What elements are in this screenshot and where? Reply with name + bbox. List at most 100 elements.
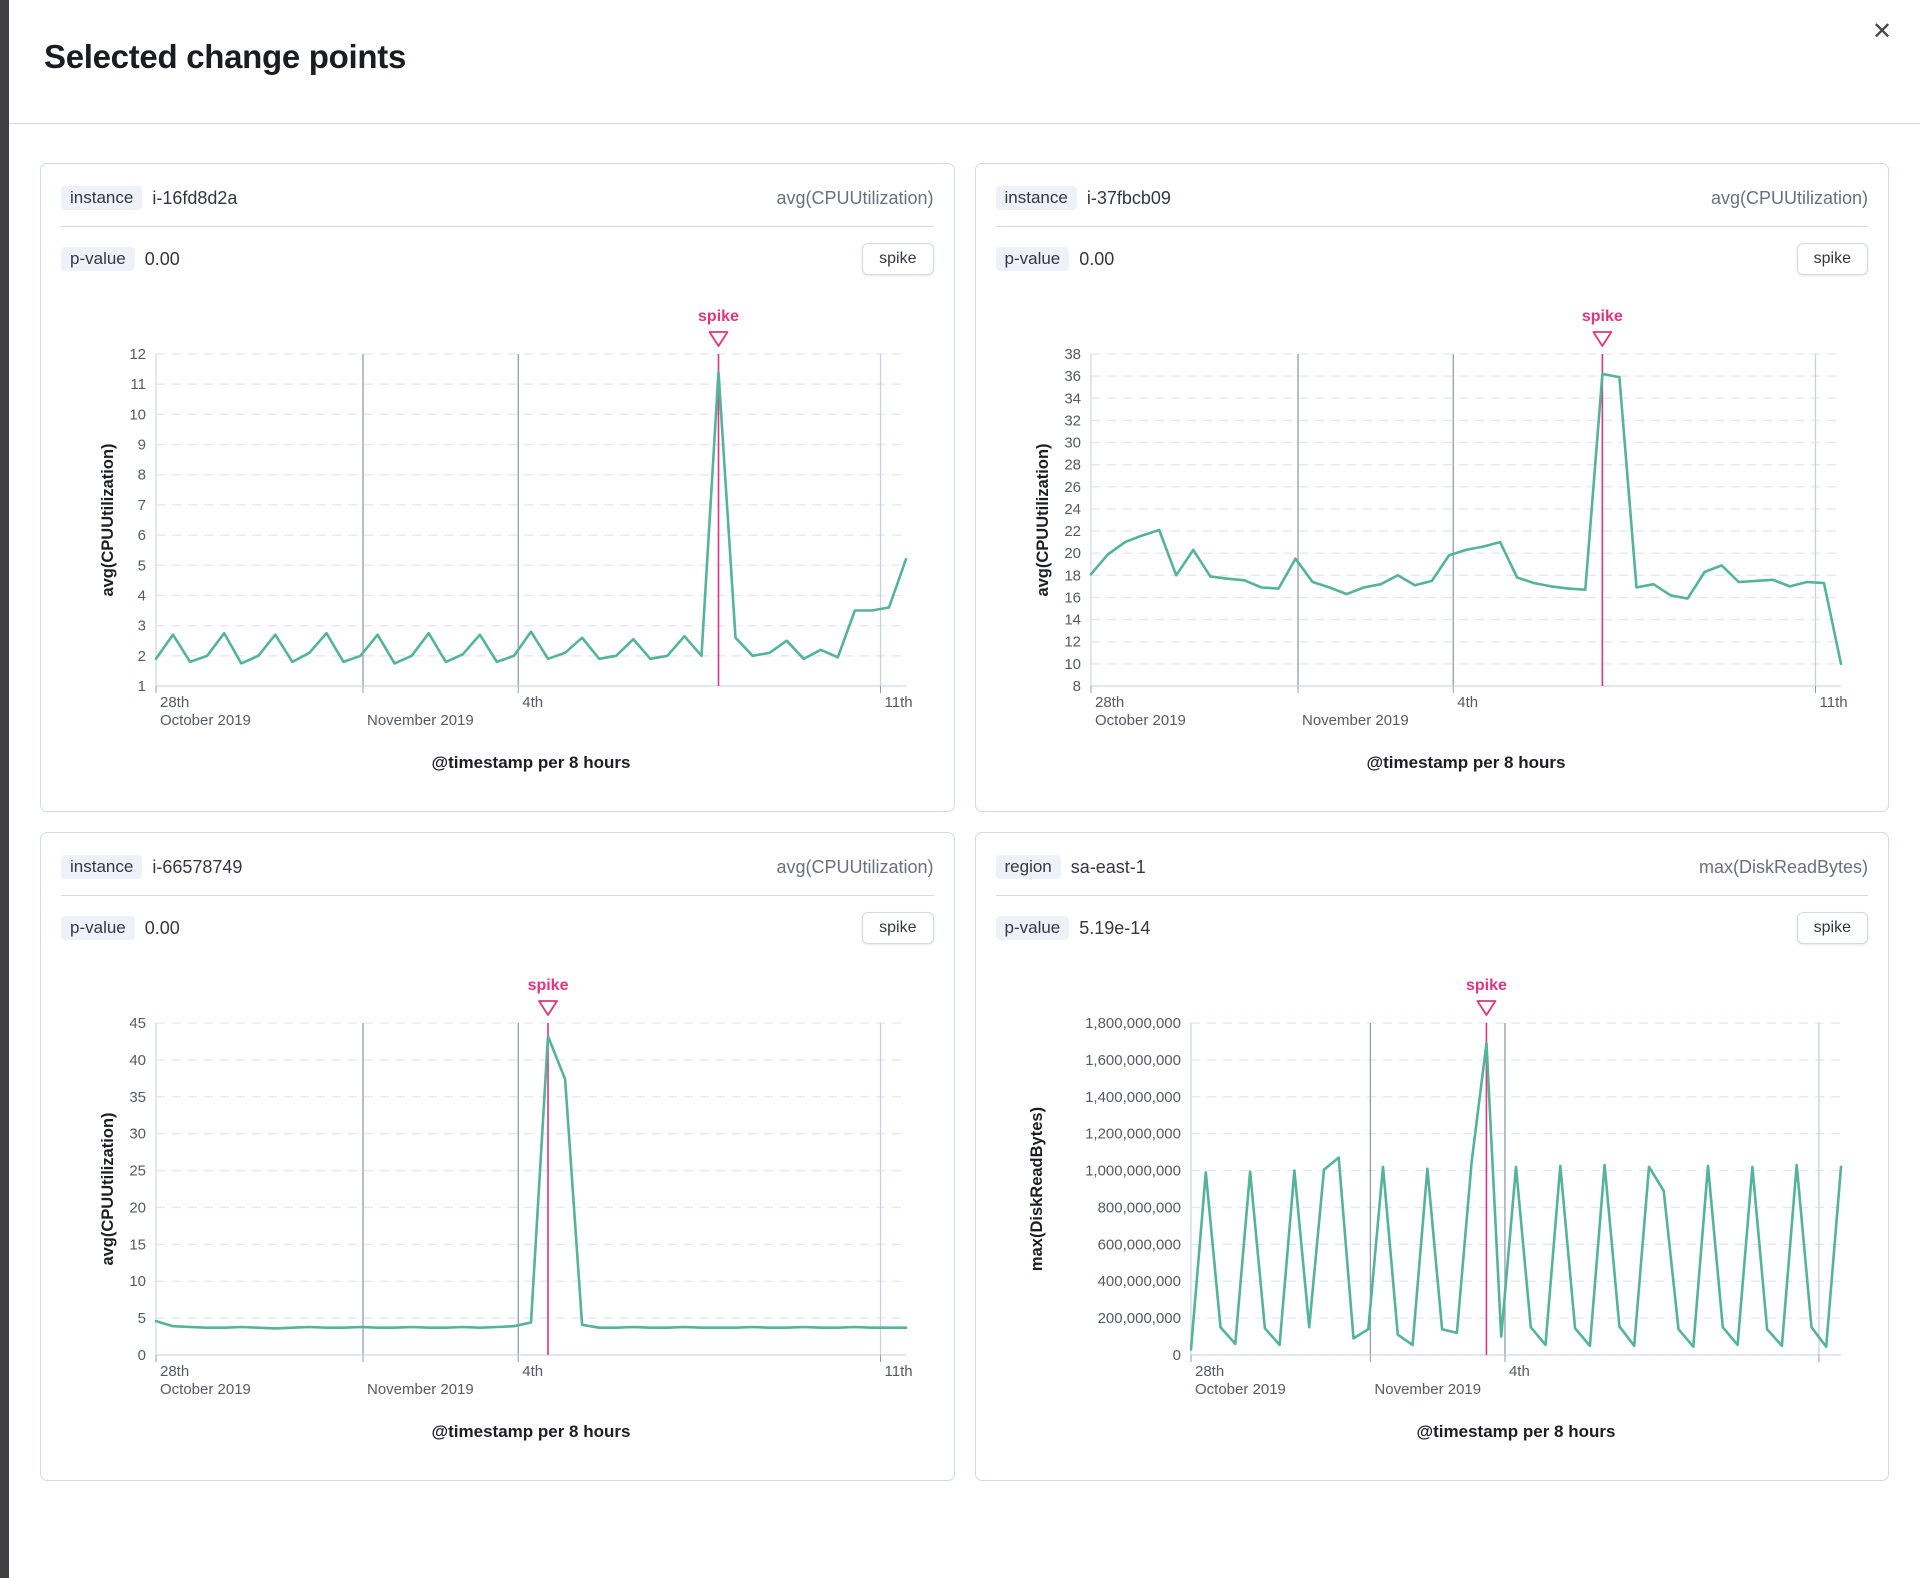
svg-text:14: 14 bbox=[1064, 612, 1081, 629]
svg-text:25: 25 bbox=[129, 1163, 146, 1180]
field-name-badge: instance bbox=[61, 186, 143, 210]
svg-text:October 2019: October 2019 bbox=[1195, 1381, 1286, 1398]
p-value-badge: p-value bbox=[61, 916, 135, 940]
svg-text:40: 40 bbox=[129, 1052, 146, 1069]
field-value: i-37fbcb09 bbox=[1086, 187, 1171, 208]
change-point-panel-3: instance i-66578749 avg(CPUUtilization) … bbox=[40, 832, 955, 1481]
svg-text:1,200,000,000: 1,200,000,000 bbox=[1085, 1126, 1181, 1143]
svg-text:2: 2 bbox=[138, 648, 146, 665]
page-title: Selected change points bbox=[44, 38, 406, 75]
svg-text:5: 5 bbox=[138, 1310, 146, 1327]
chart-canvas: 1,800,000,000 1,600,000,000 1,400,000,000 1… bbox=[996, 960, 1869, 1460]
svg-text:@timestamp per 8 hours: @timestamp per 8 hours bbox=[1416, 1422, 1615, 1441]
field-value: i-66578749 bbox=[152, 856, 243, 877]
modal-header: Selected change points ✕ bbox=[9, 0, 1920, 124]
svg-text:28th: 28th bbox=[160, 694, 189, 711]
svg-text:4th: 4th bbox=[522, 694, 543, 711]
svg-text:28th: 28th bbox=[1195, 1363, 1224, 1380]
svg-text:November 2019: November 2019 bbox=[1374, 1381, 1481, 1398]
change-point-panel-2: instance i-37fbcb09 avg(CPUUtilization) … bbox=[974, 163, 1889, 812]
field-name-badge: instance bbox=[61, 855, 143, 879]
svg-text:0: 0 bbox=[138, 1347, 146, 1364]
svg-text:spike: spike bbox=[528, 977, 569, 994]
svg-text:11th: 11th bbox=[885, 694, 913, 711]
svg-text:11th: 11th bbox=[885, 1363, 913, 1380]
svg-text:avg(CPUUtilization): avg(CPUUtilization) bbox=[1034, 443, 1052, 596]
svg-text:3: 3 bbox=[138, 618, 146, 635]
svg-text:10: 10 bbox=[1064, 656, 1081, 673]
svg-text:28th: 28th bbox=[160, 1363, 189, 1380]
background-page-edge bbox=[0, 0, 9, 1578]
chart-canvas: 12 11 10 9 8 7 6 5 4 3 2 1 28th October 2019 November … bbox=[61, 291, 934, 791]
svg-text:October 2019: October 2019 bbox=[1095, 712, 1186, 729]
svg-text:avg(CPUUtilization): avg(CPUUtilization) bbox=[99, 443, 117, 596]
svg-text:4th: 4th bbox=[1457, 694, 1478, 711]
svg-text:15: 15 bbox=[129, 1236, 146, 1253]
panel-subheader: p-value 0.00 spike bbox=[61, 241, 934, 277]
svg-text:24: 24 bbox=[1064, 501, 1081, 518]
svg-text:@timestamp per 8 hours: @timestamp per 8 hours bbox=[432, 753, 631, 772]
close-icon[interactable]: ✕ bbox=[1864, 14, 1900, 50]
svg-text:7: 7 bbox=[138, 497, 146, 514]
p-value: 0.00 bbox=[1079, 248, 1115, 269]
svg-text:200,000,000: 200,000,000 bbox=[1097, 1310, 1180, 1327]
change-point-type-button[interactable]: spike bbox=[862, 912, 934, 944]
field-name-badge: region bbox=[995, 855, 1061, 879]
change-point-type-button[interactable]: spike bbox=[862, 243, 934, 275]
metric-label: avg(CPUUtilization) bbox=[776, 856, 934, 877]
svg-text:8: 8 bbox=[1072, 678, 1080, 695]
metric-label: max(DiskReadBytes) bbox=[1698, 856, 1868, 877]
svg-text:16: 16 bbox=[1064, 589, 1081, 606]
p-value-badge: p-value bbox=[61, 247, 135, 271]
metric-label: avg(CPUUtilization) bbox=[776, 187, 934, 208]
svg-text:6: 6 bbox=[138, 527, 146, 544]
panel-subheader: p-value 0.00 spike bbox=[995, 241, 1868, 277]
svg-text:4th: 4th bbox=[522, 1363, 543, 1380]
p-value: 5.19e-14 bbox=[1079, 917, 1151, 938]
svg-text:October 2019: October 2019 bbox=[160, 712, 251, 729]
panel-subheader: p-value 5.19e-14 spike bbox=[995, 910, 1868, 946]
svg-text:1,600,000,000: 1,600,000,000 bbox=[1085, 1052, 1181, 1069]
svg-text:10: 10 bbox=[129, 1273, 146, 1290]
panels-grid: instance i-16fd8d2a avg(CPUUtilization) … bbox=[40, 163, 1889, 1481]
svg-text:400,000,000: 400,000,000 bbox=[1097, 1273, 1180, 1290]
svg-text:avg(CPUUtilization): avg(CPUUtilization) bbox=[99, 1112, 117, 1265]
svg-text:0: 0 bbox=[1172, 1347, 1180, 1364]
svg-text:20: 20 bbox=[129, 1199, 146, 1216]
p-value-badge: p-value bbox=[995, 916, 1070, 940]
svg-text:4th: 4th bbox=[1508, 1363, 1529, 1380]
change-point-type-button[interactable]: spike bbox=[1796, 912, 1868, 944]
svg-text:November 2019: November 2019 bbox=[1302, 712, 1409, 729]
svg-text:spike: spike bbox=[1581, 308, 1622, 325]
svg-text:November 2019: November 2019 bbox=[367, 1381, 474, 1398]
svg-text:9: 9 bbox=[138, 437, 146, 454]
field-value: i-16fd8d2a bbox=[152, 187, 238, 208]
svg-text:1: 1 bbox=[138, 678, 146, 695]
svg-text:5: 5 bbox=[138, 557, 146, 574]
svg-text:1,800,000,000: 1,800,000,000 bbox=[1085, 1015, 1181, 1032]
panel-header: region sa-east-1 max(DiskReadBytes) bbox=[995, 849, 1868, 896]
chart-canvas: 38 36 34 32 30 28 26 24 22 20 18 16 14 12 10 8 28th Octob… bbox=[996, 291, 1869, 791]
change-points-modal: Selected change points ✕ instance i-16fd… bbox=[9, 0, 1920, 1578]
svg-text:18: 18 bbox=[1064, 567, 1081, 584]
svg-text:36: 36 bbox=[1064, 368, 1081, 385]
svg-text:28: 28 bbox=[1064, 457, 1081, 474]
svg-text:10: 10 bbox=[129, 406, 146, 423]
svg-text:October 2019: October 2019 bbox=[160, 1381, 251, 1398]
p-value: 0.00 bbox=[144, 917, 180, 938]
metric-label: avg(CPUUtilization) bbox=[1710, 187, 1868, 208]
change-point-panel-4: region sa-east-1 max(DiskReadBytes) p-va… bbox=[974, 832, 1889, 1481]
svg-text:34: 34 bbox=[1064, 390, 1081, 407]
svg-text:November 2019: November 2019 bbox=[367, 712, 474, 729]
panel-subheader: p-value 0.00 spike bbox=[61, 910, 934, 946]
svg-text:800,000,000: 800,000,000 bbox=[1097, 1199, 1180, 1216]
svg-text:@timestamp per 8 hours: @timestamp per 8 hours bbox=[1366, 753, 1565, 772]
svg-text:32: 32 bbox=[1064, 412, 1081, 429]
change-point-type-button[interactable]: spike bbox=[1796, 243, 1868, 275]
p-value-badge: p-value bbox=[995, 247, 1070, 271]
svg-text:8: 8 bbox=[138, 467, 146, 484]
field-name-badge: instance bbox=[995, 186, 1077, 210]
svg-text:spike: spike bbox=[1465, 977, 1506, 994]
change-point-panel-1: instance i-16fd8d2a avg(CPUUtilization) … bbox=[40, 163, 955, 812]
svg-text:26: 26 bbox=[1064, 479, 1081, 496]
